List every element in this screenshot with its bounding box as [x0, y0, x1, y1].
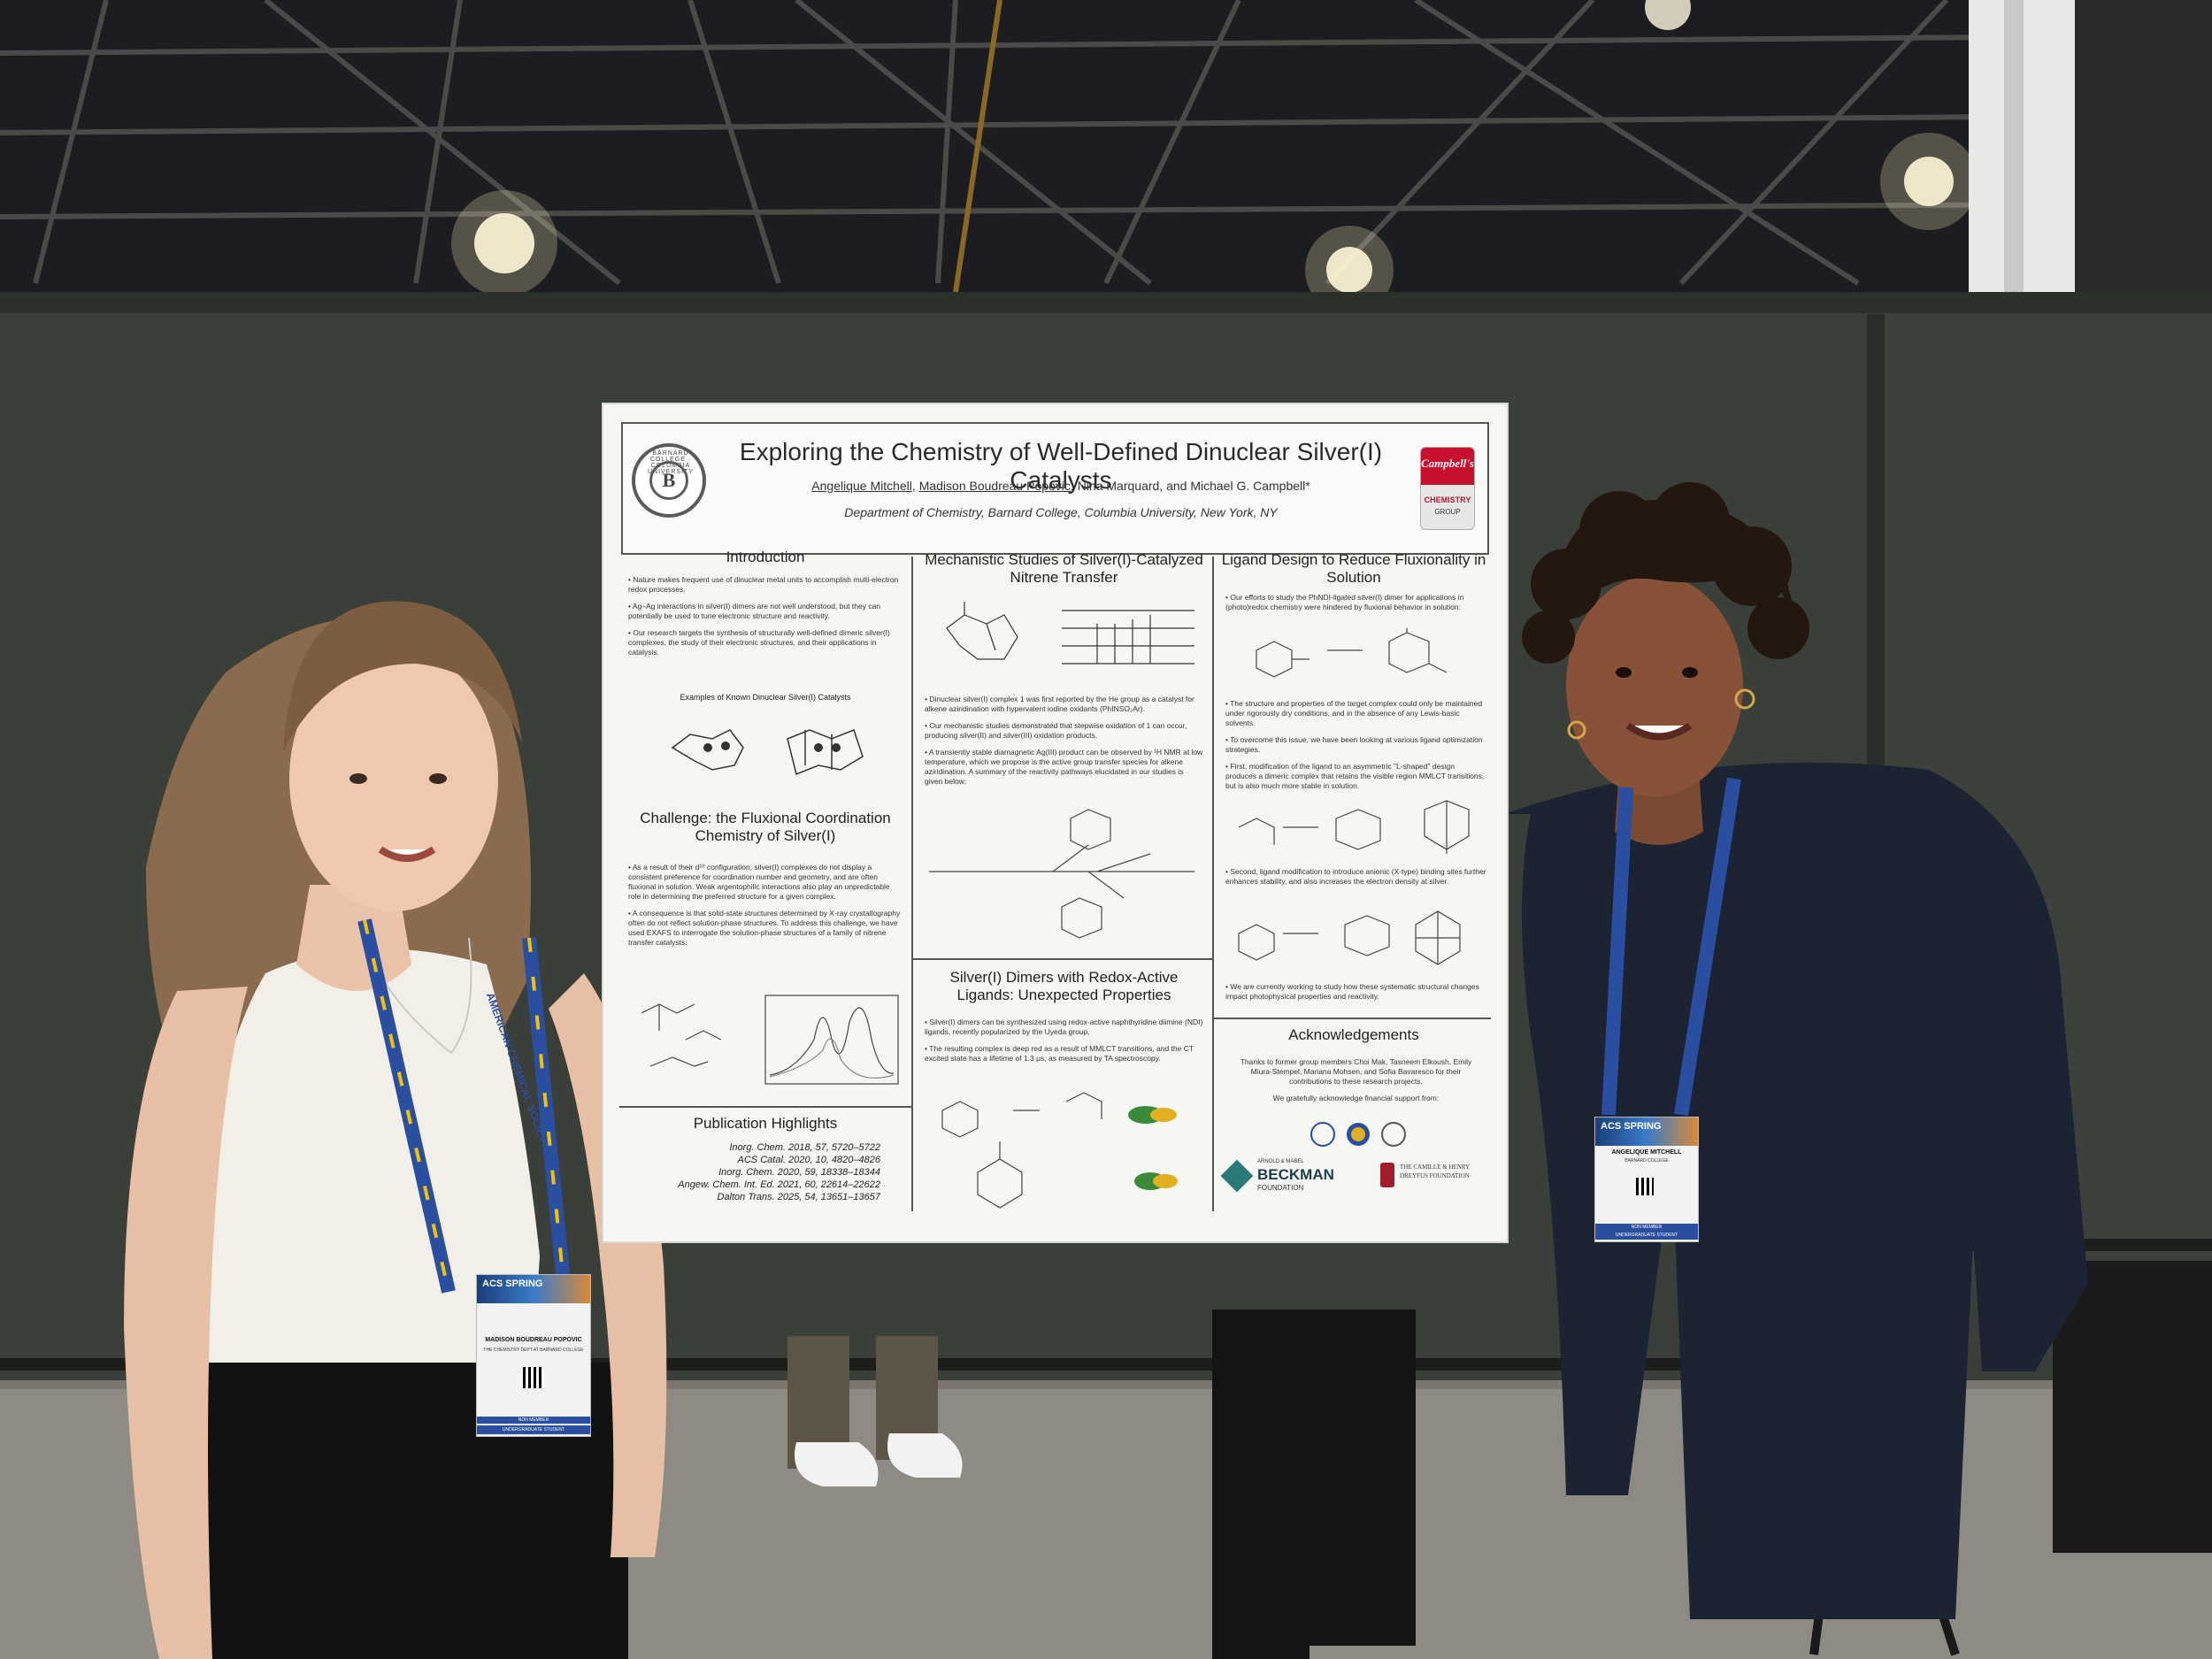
- mechanistic-bullets: • Dinuclear silver(I) complex 1 was firs…: [925, 695, 1203, 794]
- mechanistic-bullet: • A transiently stable diamagnetic Ag(II…: [925, 748, 1203, 786]
- badge-type: UNDERGRADUATE STUDENT: [1595, 1231, 1698, 1240]
- beckman-foundation: FOUNDATION: [1257, 1184, 1304, 1192]
- campbell-logo-line3: GROUP: [1434, 508, 1461, 516]
- publication-item: ACS Catal. 2020, 10, 4820–4826: [737, 1155, 880, 1165]
- ceiling-truss: [0, 0, 2212, 286]
- mechanistic-title: Mechanistic Studies of Silver(I)-Catalyz…: [925, 551, 1203, 586]
- ligand-bullet: • To overcome this issue, we have been l…: [1225, 735, 1483, 754]
- beckman-small: ARNOLD & MABEL: [1257, 1159, 1304, 1164]
- badge-qr-code: [1636, 1178, 1654, 1195]
- person-left: [124, 601, 667, 1659]
- intro-bullet: • Nature makes frequent use of dinuclear…: [628, 575, 899, 594]
- background-person-legs: [787, 1261, 2212, 1659]
- challenge-bullet: • As a result of their d¹⁰ configuration…: [628, 863, 890, 901]
- poster-header: BARNARD COLLEGE · COLUMBIA UNIVERSITY B …: [621, 422, 1489, 555]
- badge-type: UNDERGRADUATE STUDENT: [477, 1425, 590, 1434]
- author-2: Madison Boudreau Popovic: [918, 479, 1071, 493]
- challenge-bullet: • A consequence is that solid-state stru…: [628, 909, 901, 947]
- publication-item: Dalton Trans. 2025, 54, 13651–13657: [717, 1192, 881, 1202]
- ligand-figure-2: [1238, 800, 1470, 854]
- acknowledgements-text: Thanks to former group members Choi Mak,…: [1234, 1057, 1478, 1110]
- pillar: [1969, 0, 2093, 323]
- publications-title: Publication Highlights: [693, 1115, 838, 1132]
- publication-list: Inorg. Chem. 2018, 57, 5720–5722 ACS Cat…: [628, 1141, 880, 1203]
- badge-qr-code: [523, 1367, 544, 1388]
- acknowledgements-support: We gratefully acknowledge financial supp…: [1272, 1094, 1440, 1102]
- beckman-name: BECKMAN: [1257, 1166, 1334, 1183]
- challenge-bullets: • As a result of their d¹⁰ configuration…: [628, 863, 902, 955]
- publication-item: Inorg. Chem. 2020, 59, 18338–18344: [718, 1167, 880, 1178]
- badge-member: NON MEMBER: [1595, 1224, 1698, 1231]
- intro-title: Introduction: [726, 549, 805, 565]
- badge-org: BARNARD COLLEGE: [1624, 1158, 1669, 1164]
- funding-agency-icons: [1310, 1122, 1406, 1147]
- divider-publications: [619, 1106, 911, 1108]
- ligand-title: Ligand Design to Reduce Fluxionality in …: [1221, 551, 1486, 586]
- campbell-logo-brand: Campbell's: [1421, 457, 1474, 470]
- mechanistic-bullet: • Our mechanistic studies demonstrated t…: [925, 721, 1187, 740]
- intro-caption: Examples of Known Dinuclear Silver(I) Ca…: [680, 693, 851, 702]
- redox-bullets: • Silver(I) dimers can be synthesized us…: [925, 1018, 1203, 1071]
- nmr-figure: [946, 602, 1194, 664]
- barnard-logo: BARNARD COLLEGE · COLUMBIA UNIVERSITY B: [632, 443, 706, 518]
- ligand-bullets-1: • Our efforts to study the PhNDI-ligated…: [1225, 593, 1486, 619]
- redox-title: Silver(I) Dimers with Redox-Active Ligan…: [949, 969, 1179, 1003]
- divider-redox: [913, 958, 1212, 960]
- challenge-title: Challenge: the Fluxional Coordination Ch…: [640, 810, 891, 844]
- poster-authors: Angelique Mitchell, Madison Boudreau Pop…: [711, 479, 1410, 493]
- publication-item: Inorg. Chem. 2018, 57, 5720–5722: [729, 1142, 880, 1153]
- badge-member: NON MEMBER: [477, 1417, 590, 1424]
- name-badge-right: ACS SPRING ANGELIQUE MITCHELL BARNARD CO…: [1594, 1117, 1699, 1242]
- badge-name: ANGELIQUE MITCHELL: [1611, 1149, 1682, 1156]
- mechanistic-bullet: • Dinuclear silver(I) complex 1 was firs…: [925, 695, 1194, 713]
- exafs-figure: [641, 995, 899, 1085]
- acknowledgements-body: Thanks to former group members Choi Mak,…: [1240, 1057, 1472, 1086]
- ligand-bullets-2: • The structure and properties of the ta…: [1225, 699, 1486, 798]
- poster-title: Exploring the Chemistry of Well-Defined …: [739, 438, 1383, 494]
- divider-acknowledgements: [1214, 1018, 1491, 1019]
- redox-bullet: • Silver(I) dimers can be synthesized us…: [925, 1018, 1203, 1036]
- badge-org: THE CHEMISTRY DEPT AT BARNARD COLLEGE: [483, 1348, 584, 1353]
- author-rest: , Nina Marquard, and Michael G. Campbell…: [1070, 479, 1310, 493]
- badge-conference: ACS SPRING: [482, 1279, 543, 1289]
- beckman-icon: [1220, 1159, 1254, 1193]
- dinuclear-catalyst-structures: [671, 729, 864, 776]
- column-divider-1: [911, 557, 913, 1211]
- ligand-figure-3: [1238, 910, 1461, 965]
- intro-bullet: • Ag–Ag interactions in silver(I) dimers…: [628, 602, 881, 620]
- acknowledgements-title: Acknowledgements: [1288, 1026, 1419, 1043]
- intro-bullets: • Nature makes frequent use of dinuclear…: [628, 575, 902, 664]
- author-separator: ,: [911, 479, 919, 493]
- ligand-bullet: • First, modification of the ligand to a…: [1225, 762, 1485, 790]
- reactivity-scheme: [929, 809, 1194, 939]
- ligand-figure-1: [1256, 628, 1448, 678]
- badge-name: MADISON BOUDREAU POPOVIC: [485, 1337, 582, 1343]
- campbell-logo-line2: CHEMISTRY: [1424, 495, 1471, 504]
- poster-department: Department of Chemistry, Barnard College…: [844, 505, 1278, 519]
- ligand-bullet: • We are currently working to study how …: [1225, 982, 1479, 1001]
- redox-bullet: • The resulting complex is deep red as a…: [925, 1044, 1194, 1063]
- dreyfus-text: THE CAMILLE & HENRY DREYFUS FOUNDATION: [1400, 1164, 1470, 1179]
- dreyfus-logo: THE CAMILLE & HENRY DREYFUS FOUNDATION: [1380, 1159, 1486, 1194]
- name-badge-left: ACS SPRING MADISON BOUDREAU POPOVIC THE …: [476, 1274, 591, 1437]
- badge-conference: ACS SPRING: [1601, 1121, 1662, 1132]
- ligand-bullet: • Second, ligand modification to introdu…: [1225, 867, 1486, 886]
- intro-bullet: • Our research targets the synthesis of …: [628, 628, 890, 657]
- dreyfus-icon: [1380, 1163, 1394, 1187]
- barnard-logo-letter: B: [649, 461, 688, 500]
- ligand-bullet: • The structure and properties of the ta…: [1225, 699, 1483, 727]
- publication-item: Angew. Chem. Int. Ed. 2021, 60, 22614–22…: [678, 1179, 880, 1190]
- redox-figure: [941, 1092, 1178, 1209]
- beckman-logo: ARNOLD & MABEL BECKMAN FOUNDATION: [1220, 1159, 1358, 1194]
- research-poster: BARNARD COLLEGE · COLUMBIA UNIVERSITY B …: [602, 403, 1509, 1243]
- ligand-bullets-4: • We are currently working to study how …: [1225, 982, 1486, 1009]
- person-right: [1504, 482, 2088, 1619]
- curly-hair: [1522, 482, 1809, 664]
- campbell-group-logo: Campbell's CHEMISTRY GROUP: [1420, 447, 1475, 530]
- column-divider-2: [1212, 557, 1214, 1211]
- ligand-bullet: • Our efforts to study the PhNDI-ligated…: [1225, 593, 1464, 611]
- ligand-bullets-3: • Second, ligand modification to introdu…: [1225, 867, 1486, 894]
- author-1: Angelique Mitchell: [811, 479, 912, 493]
